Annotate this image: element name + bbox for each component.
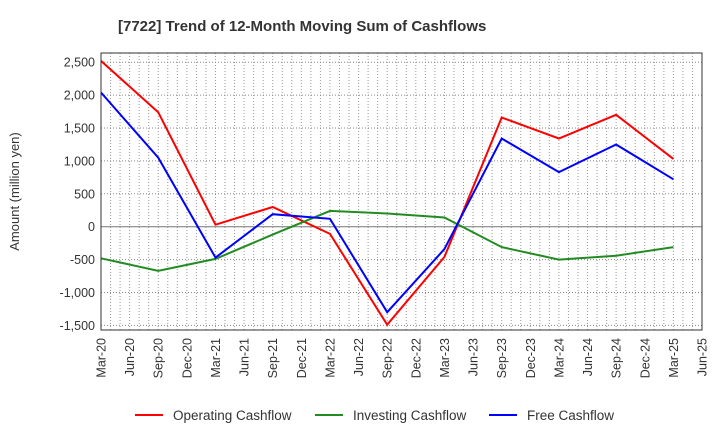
legend-item: Free Cashflow	[489, 408, 614, 423]
x-tick-label: Sep-23	[495, 338, 509, 378]
y-tick-label: 2,000	[64, 89, 95, 103]
x-tick-label: Dec-20	[180, 338, 194, 378]
y-tick-label: -1,500	[60, 319, 95, 333]
legend-label: Investing Cashflow	[353, 408, 467, 423]
y-tick-label: 1,500	[64, 122, 95, 136]
grid	[101, 53, 702, 330]
x-tick-label: Mar-24	[552, 338, 566, 378]
x-tick-label: Dec-21	[295, 338, 309, 378]
legend-label: Operating Cashflow	[173, 408, 292, 423]
series-line-operating-cashflow	[100, 60, 675, 327]
y-axis-ticks: 2,500 2,000 1,500 1,000 500 0 -500 -1,000 -1,500	[60, 56, 96, 333]
x-tick-label: Jun-20	[123, 338, 137, 376]
legend-item: Operating Cashflow	[135, 408, 292, 423]
x-tick-label: Dec-22	[409, 338, 423, 378]
series-line-investing-cashflow	[100, 209, 674, 272]
x-tick-label: Mar-22	[323, 338, 337, 378]
x-tick-label: Jun-21	[238, 338, 252, 376]
y-tick-label: 0	[88, 220, 95, 234]
x-tick-label: Jun-25	[696, 338, 710, 376]
x-tick-label: Dec-23	[524, 338, 538, 378]
y-tick-label: -1,000	[60, 286, 95, 300]
y-tick-label: 500	[74, 187, 95, 201]
x-tick-label: Mar-25	[667, 338, 681, 378]
x-tick-label: Mar-20	[95, 338, 109, 378]
legend: Operating Cashflow Investing Cashflow Free…	[135, 408, 614, 423]
x-tick-label: Mar-21	[209, 338, 223, 378]
legend-item: Investing Cashflow	[315, 408, 467, 423]
chart-title: [7722] Trend of 12-Month Moving Sum of C…	[118, 18, 486, 35]
x-tick-label: Sep-21	[266, 338, 280, 378]
y-tick-label: 1,000	[64, 154, 95, 168]
x-tick-label: Jun-24	[581, 338, 595, 376]
x-tick-label: Sep-24	[610, 338, 624, 378]
x-tick-label: Sep-22	[381, 338, 395, 378]
x-tick-label: Jun-22	[352, 338, 366, 376]
series-lines	[100, 60, 675, 327]
x-tick-label: Dec-24	[638, 338, 652, 378]
y-tick-label: -500	[70, 253, 95, 267]
x-tick-label: Jun-23	[467, 338, 481, 376]
x-tick-label: Sep-20	[152, 338, 166, 378]
y-tick-label: 2,500	[64, 56, 95, 70]
legend-label: Free Cashflow	[527, 408, 614, 423]
plot-frame	[100, 52, 703, 331]
y-axis-label: Amount (million yen)	[7, 132, 22, 251]
x-axis-ticks: Mar-20 Jun-20 Sep-20 Dec-20 Mar-21 Jun-21 Sep-…	[95, 338, 710, 378]
x-tick-label: Mar-23	[438, 338, 452, 378]
